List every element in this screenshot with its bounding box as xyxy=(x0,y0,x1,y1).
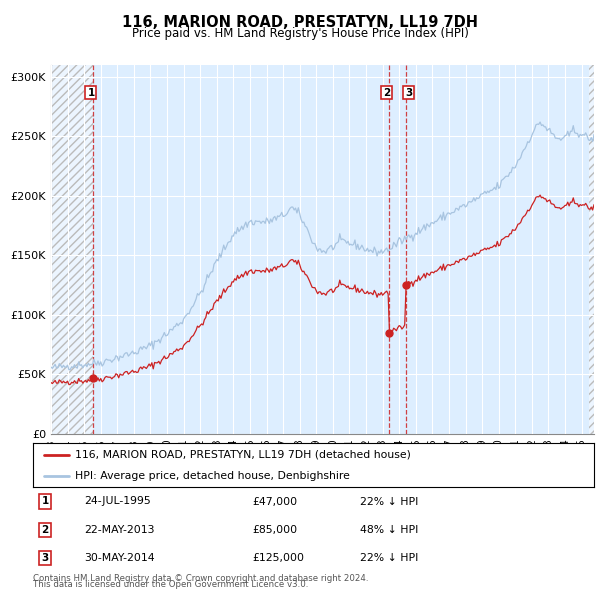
Text: Contains HM Land Registry data © Crown copyright and database right 2024.: Contains HM Land Registry data © Crown c… xyxy=(33,574,368,583)
Text: 22% ↓ HPI: 22% ↓ HPI xyxy=(360,553,418,563)
Text: £125,000: £125,000 xyxy=(252,553,304,563)
Text: HPI: Average price, detached house, Denbighshire: HPI: Average price, detached house, Denb… xyxy=(75,471,350,481)
Text: £47,000: £47,000 xyxy=(252,497,297,506)
Text: 3: 3 xyxy=(405,87,412,97)
Text: 116, MARION ROAD, PRESTATYN, LL19 7DH: 116, MARION ROAD, PRESTATYN, LL19 7DH xyxy=(122,15,478,30)
Text: 2: 2 xyxy=(383,87,390,97)
Text: 30-MAY-2014: 30-MAY-2014 xyxy=(84,553,155,563)
Text: Price paid vs. HM Land Registry's House Price Index (HPI): Price paid vs. HM Land Registry's House … xyxy=(131,27,469,40)
Text: 1: 1 xyxy=(88,87,95,97)
Text: 24-JUL-1995: 24-JUL-1995 xyxy=(84,497,151,506)
Text: 22% ↓ HPI: 22% ↓ HPI xyxy=(360,497,418,506)
Text: This data is licensed under the Open Government Licence v3.0.: This data is licensed under the Open Gov… xyxy=(33,581,308,589)
Text: 3: 3 xyxy=(41,553,49,563)
Text: 2: 2 xyxy=(41,525,49,535)
Text: £85,000: £85,000 xyxy=(252,525,297,535)
Text: 116, MARION ROAD, PRESTATYN, LL19 7DH (detached house): 116, MARION ROAD, PRESTATYN, LL19 7DH (d… xyxy=(75,450,411,460)
Text: 1: 1 xyxy=(41,497,49,506)
Text: 48% ↓ HPI: 48% ↓ HPI xyxy=(360,525,418,535)
Text: 22-MAY-2013: 22-MAY-2013 xyxy=(84,525,155,535)
